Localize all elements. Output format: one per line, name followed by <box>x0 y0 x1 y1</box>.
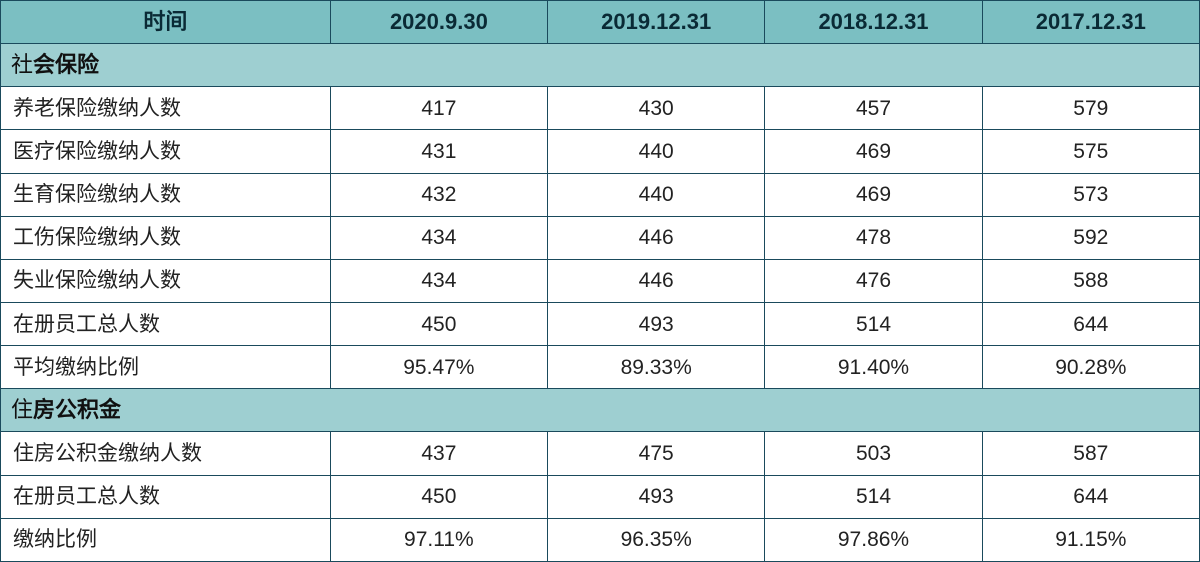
cell: 476 <box>765 259 982 302</box>
cell: 588 <box>982 259 1199 302</box>
table-row: 失业保险缴纳人数 434 446 476 588 <box>1 259 1200 302</box>
cell: 514 <box>765 475 982 518</box>
table-row: 平均缴纳比例 95.47% 89.33% 91.40% 90.28% <box>1 346 1200 389</box>
cell: 644 <box>982 475 1199 518</box>
cell: 430 <box>548 87 765 130</box>
header-col-3: 2017.12.31 <box>982 1 1199 44</box>
cell: 450 <box>330 475 547 518</box>
cell: 434 <box>330 216 547 259</box>
row-label: 缴纳比例 <box>1 518 331 561</box>
header-time-label: 时间 <box>1 1 331 44</box>
table-container: 时间 2020.9.30 2019.12.31 2018.12.31 2017.… <box>0 0 1200 562</box>
cell: 592 <box>982 216 1199 259</box>
cell: 469 <box>765 130 982 173</box>
cell: 450 <box>330 302 547 345</box>
cell: 434 <box>330 259 547 302</box>
cell: 469 <box>765 173 982 216</box>
table-row: 生育保险缴纳人数 432 440 469 573 <box>1 173 1200 216</box>
cell: 493 <box>548 475 765 518</box>
cell: 457 <box>765 87 982 130</box>
header-col-1: 2019.12.31 <box>548 1 765 44</box>
row-label: 在册员工总人数 <box>1 475 331 518</box>
cell: 575 <box>982 130 1199 173</box>
header-col-0: 2020.9.30 <box>330 1 547 44</box>
cell: 440 <box>548 130 765 173</box>
cell: 587 <box>982 432 1199 475</box>
row-label: 住房公积金缴纳人数 <box>1 432 331 475</box>
cell: 90.28% <box>982 346 1199 389</box>
table-row: 住房公积金缴纳人数 437 475 503 587 <box>1 432 1200 475</box>
cell: 579 <box>982 87 1199 130</box>
cell: 503 <box>765 432 982 475</box>
cell: 97.86% <box>765 518 982 561</box>
row-label: 在册员工总人数 <box>1 302 331 345</box>
cell: 431 <box>330 130 547 173</box>
row-label: 养老保险缴纳人数 <box>1 87 331 130</box>
row-label: 失业保险缴纳人数 <box>1 259 331 302</box>
table-row: 工伤保险缴纳人数 434 446 478 592 <box>1 216 1200 259</box>
cell: 89.33% <box>548 346 765 389</box>
cell: 514 <box>765 302 982 345</box>
section-housing-fund: 住房公积金 <box>1 389 1200 432</box>
table-row: 在册员工总人数 450 493 514 644 <box>1 302 1200 345</box>
cell: 96.35% <box>548 518 765 561</box>
cell: 493 <box>548 302 765 345</box>
section-title-1-plain: 住 <box>11 397 33 422</box>
cell: 95.47% <box>330 346 547 389</box>
cell: 475 <box>548 432 765 475</box>
cell: 478 <box>765 216 982 259</box>
cell: 440 <box>548 173 765 216</box>
row-label: 工伤保险缴纳人数 <box>1 216 331 259</box>
section-title-1: 住房公积金 <box>1 389 1200 432</box>
table-row: 在册员工总人数 450 493 514 644 <box>1 475 1200 518</box>
row-label: 医疗保险缴纳人数 <box>1 130 331 173</box>
cell: 97.11% <box>330 518 547 561</box>
table-row: 养老保险缴纳人数 417 430 457 579 <box>1 87 1200 130</box>
row-label: 平均缴纳比例 <box>1 346 331 389</box>
cell: 91.40% <box>765 346 982 389</box>
cell: 644 <box>982 302 1199 345</box>
table-row: 医疗保险缴纳人数 431 440 469 575 <box>1 130 1200 173</box>
table-header-row: 时间 2020.9.30 2019.12.31 2018.12.31 2017.… <box>1 1 1200 44</box>
row-label: 生育保险缴纳人数 <box>1 173 331 216</box>
cell: 437 <box>330 432 547 475</box>
cell: 432 <box>330 173 547 216</box>
cell: 417 <box>330 87 547 130</box>
section-title-0-bold: 会保险 <box>33 52 99 77</box>
cell: 91.15% <box>982 518 1199 561</box>
cell: 446 <box>548 259 765 302</box>
section-title-1-bold: 房公积金 <box>33 397 121 422</box>
table-row: 缴纳比例 97.11% 96.35% 97.86% 91.15% <box>1 518 1200 561</box>
section-title-0-plain: 社 <box>11 52 33 77</box>
cell: 446 <box>548 216 765 259</box>
insurance-table: 时间 2020.9.30 2019.12.31 2018.12.31 2017.… <box>0 0 1200 562</box>
cell: 573 <box>982 173 1199 216</box>
header-col-2: 2018.12.31 <box>765 1 982 44</box>
section-title-0: 社会保险 <box>1 44 1200 87</box>
section-social-insurance: 社会保险 <box>1 44 1200 87</box>
